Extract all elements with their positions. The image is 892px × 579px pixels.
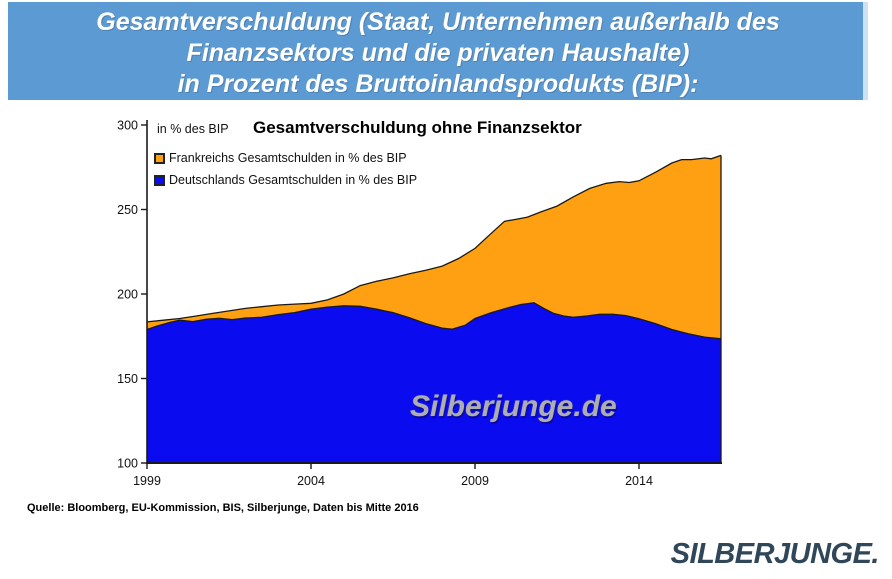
header-line-3: in Prozent des Bruttoinlandsprodukts (BI… [177,70,699,98]
france-series-swatch [154,152,165,164]
header-banner: Gesamtverschuldung (Staat, Unternehmen a… [8,2,868,100]
y-axis-unit-label: in % des BIP [157,122,229,136]
germany-area [147,302,721,463]
watermark: Silberjunge.de [410,390,617,423]
x-tick-label: 2004 [297,474,325,488]
debt-area-chart: 100 150 200 250 300 1999 2004 2009 2014 [117,119,722,488]
y-tick-label: 150 [117,372,138,386]
chart-legend: Frankreichs Gesamtschulden in % des BIP … [154,147,417,191]
y-tick-label: 300 [117,119,138,133]
x-tick-label: 1999 [133,474,161,488]
france-series-label: Frankreichs Gesamtschulden in % des BIP [169,151,407,165]
y-tick-label: 200 [117,288,138,302]
header-line-1: Gesamtverschuldung (Staat, Unternehmen a… [96,8,780,36]
germany-series-label: Deutschlands Gesamtschulden in % des BIP [169,173,418,187]
germany-series-swatch [154,174,165,186]
y-tick-label: 100 [117,457,138,471]
x-tick-label: 2014 [625,474,653,488]
source-line: Quelle: Bloomberg, EU-Kommission, BIS, S… [27,502,419,514]
x-tick-label: 2009 [461,474,489,488]
silberjunge-logo: SILBERJUNGE. [670,538,880,570]
france-top-line [146,154,722,323]
chart-title: Gesamtverschuldung ohne Finanzsektor [253,118,582,137]
legend-item-france: Frankreichs Gesamtschulden in % des BIP [154,147,417,169]
y-tick-label: 250 [117,203,138,217]
germany-top-line [146,302,722,340]
legend-item-germany: Deutschlands Gesamtschulden in % des BIP [154,169,417,191]
header-line-2: Finanzsektors und die privaten Haushalte… [186,39,690,67]
